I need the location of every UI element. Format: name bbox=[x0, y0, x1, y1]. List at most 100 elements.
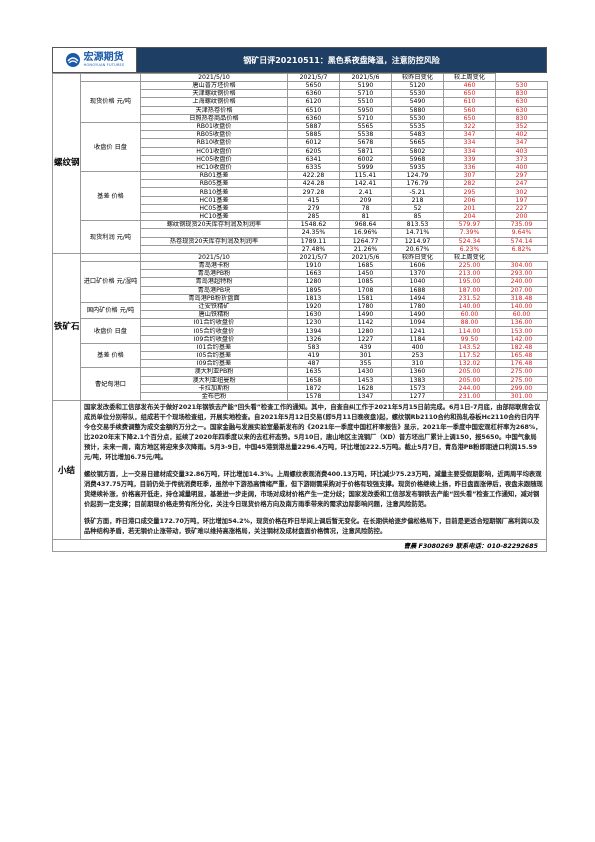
value-cell: 1872 bbox=[287, 383, 340, 393]
value-cell: 6205 bbox=[287, 146, 340, 156]
value-cell: 1230 bbox=[287, 318, 340, 328]
column-header-row: 铁矿石 2021/5/10 2021/5/7 2021/5/6 较昨日变化 较上周变化 bbox=[52, 252, 548, 402]
column-header: 2021/5/6 bbox=[339, 252, 392, 262]
change-daily-cell: 334 bbox=[443, 138, 496, 148]
row-name: 青岛港PB块 bbox=[140, 285, 288, 295]
change-weekly-cell: 60.00 bbox=[495, 310, 548, 320]
value-cell: 1910 bbox=[287, 260, 340, 271]
value-cell: 1708 bbox=[339, 285, 392, 295]
value-cell: 1895 bbox=[287, 285, 340, 295]
value-cell: 1490 bbox=[391, 310, 444, 320]
row-name: 日照热卷商品价格 bbox=[140, 113, 288, 123]
column-header: 2021/5/6 bbox=[339, 73, 392, 82]
value-cell: 583 bbox=[287, 342, 340, 353]
row-name: 青岛港卡粉 bbox=[140, 260, 288, 271]
row-name: 天津热卷价格 bbox=[140, 105, 288, 115]
change-weekly-cell: 318.48 bbox=[495, 293, 548, 303]
change-daily-cell: 347 bbox=[443, 130, 496, 140]
iron-section-label: 铁矿石 bbox=[52, 252, 81, 402]
value-cell: 1490 bbox=[339, 310, 392, 320]
value-cell: 1920 bbox=[287, 301, 340, 312]
change-weekly-cell: 373 bbox=[495, 154, 548, 164]
rebar-section-label: 螺纹钢 bbox=[52, 73, 81, 254]
change-weekly-cell: 293.00 bbox=[495, 269, 548, 279]
report-sheet: 宏源期货 HONGYUAN FUTURES 钢矿日评20210511：黑色系夜盘… bbox=[52, 47, 548, 553]
table-row: 27.48% 21.26% 20.67% 6.23% 6.82% bbox=[53, 244, 548, 254]
change-weekly-cell: 176.48 bbox=[495, 359, 548, 369]
change-weekly-cell: 247 bbox=[495, 179, 548, 189]
report-header: 宏源期货 HONGYUAN FUTURES 钢矿日评20210511：黑色系夜盘… bbox=[52, 47, 547, 73]
table-row: 国内矿价格 元/吨 迁安铁精矿 1920 1780 1780 140.00 140.00 bbox=[53, 301, 548, 320]
value-cell: 5120 bbox=[391, 80, 444, 91]
logo-subtext: HONGYUAN FUTURES bbox=[83, 63, 125, 67]
value-cell: 355 bbox=[339, 359, 392, 369]
value-cell: 176.79 bbox=[391, 179, 444, 189]
table-row: 基差 价格 I01合约基差 583 439 400 143.52 182.48 bbox=[53, 342, 548, 369]
value-cell: 1606 bbox=[391, 260, 444, 271]
row-name: 螺纹钢现货20天库存利润及利润率 bbox=[140, 220, 288, 230]
row-name: 青岛港PB粉 bbox=[140, 269, 288, 279]
change-daily-cell: 88.00 bbox=[443, 318, 496, 328]
value-cell: 1780 bbox=[339, 301, 392, 312]
change-weekly-cell: 136.00 bbox=[495, 318, 548, 328]
table-row: 曹妃甸港口 澳大利亚PB粉 1635 1430 1360 205.00 275.00 bbox=[53, 367, 548, 402]
row-name: 唐山铁精粉 bbox=[140, 310, 288, 320]
change-daily-cell: 336 bbox=[443, 162, 496, 173]
category-label: 进口矿价格 元/湿吨 bbox=[80, 260, 141, 303]
change-daily-cell: 282 bbox=[443, 179, 496, 189]
category-label: 现货价格 元/吨 bbox=[80, 81, 141, 123]
table-row: 收盘价 日盘 I01合约收盘价 1230 1142 1094 88.00 136.00 bbox=[53, 318, 548, 344]
change-daily-cell: 143.52 bbox=[443, 342, 496, 353]
value-cell: 1780 bbox=[391, 301, 444, 312]
change-daily-cell: 201 bbox=[443, 203, 496, 214]
row-name: HC10基差 bbox=[140, 211, 288, 222]
value-cell: 1370 bbox=[391, 269, 444, 279]
change-weekly-cell: 530 bbox=[495, 80, 548, 91]
value-cell: 5650 bbox=[287, 80, 340, 91]
value-cell: 14.71% bbox=[391, 228, 444, 238]
value-cell: 1184 bbox=[391, 334, 444, 344]
category-label: 基差 价格 bbox=[80, 171, 141, 222]
row-name: 天津螺纹钢价格 bbox=[140, 89, 288, 99]
value-cell: 6012 bbox=[287, 138, 340, 148]
change-daily-cell: 231.52 bbox=[443, 293, 496, 303]
summary-paragraph-rebar: 螺纹钢方面，上一交易日建材成交量32.86万吨，环比增加14.3%。上周螺纹表观… bbox=[84, 471, 543, 509]
column-header: 较上周变化 bbox=[443, 73, 496, 82]
row-name: 澳大利亚纽曼粉 bbox=[140, 375, 288, 385]
value-cell: 81 bbox=[339, 211, 392, 222]
column-header: 较昨日变化 bbox=[391, 73, 444, 82]
row-name: RB05收盘价 bbox=[140, 130, 288, 140]
column-header: 2021/5/10 bbox=[140, 73, 288, 82]
change-daily-cell: 460 bbox=[443, 80, 496, 91]
value-cell: 5678 bbox=[339, 138, 392, 148]
change-weekly-cell: 275.00 bbox=[495, 367, 548, 377]
value-cell: 279 bbox=[287, 203, 340, 214]
value-cell: 1227 bbox=[339, 334, 392, 344]
row-name: RB01收盘价 bbox=[140, 121, 288, 132]
change-daily-cell: 650 bbox=[443, 113, 496, 123]
change-weekly-cell: 297 bbox=[495, 171, 548, 181]
value-cell: 415 bbox=[287, 195, 340, 205]
change-weekly-cell: 200 bbox=[495, 211, 548, 222]
row-name bbox=[140, 228, 288, 238]
change-weekly-cell: 6.82% bbox=[495, 244, 548, 254]
row-name: I09合约基差 bbox=[140, 359, 288, 369]
change-daily-cell: 117.52 bbox=[443, 350, 496, 361]
value-cell: 5565 bbox=[339, 121, 392, 132]
row-name: 热卷现货20天库存利润及利润率 bbox=[140, 236, 288, 246]
value-cell: 301 bbox=[339, 350, 392, 361]
change-weekly-cell: 182.48 bbox=[495, 342, 548, 353]
row-name: HC05基差 bbox=[140, 203, 288, 214]
summary-label: 小结 bbox=[53, 401, 81, 540]
change-weekly-cell: 574.14 bbox=[495, 236, 548, 246]
change-weekly-cell: 165.48 bbox=[495, 350, 548, 361]
change-weekly-cell: 352 bbox=[495, 121, 548, 132]
row-name: 卡拉加斯粉 bbox=[140, 383, 288, 393]
value-cell: 5665 bbox=[391, 138, 444, 148]
category-label: 收盘价 日盘 bbox=[80, 121, 141, 173]
row-name: HC10收盘价 bbox=[140, 162, 288, 173]
change-weekly-cell: 400 bbox=[495, 162, 548, 173]
report-footer: 曹晨 F3080269 联系电话：010-82292685 bbox=[52, 540, 547, 553]
row-name: RB05基差 bbox=[140, 179, 288, 189]
category-label: 收盘价 日盘 bbox=[80, 318, 141, 344]
